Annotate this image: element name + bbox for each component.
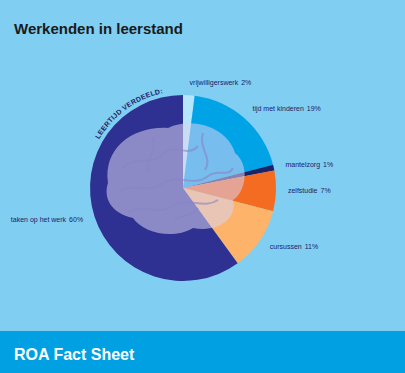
slice-label-category: vrijwilligerswerk bbox=[190, 79, 239, 87]
slice-label: taken op het werk60% bbox=[11, 216, 83, 224]
slice-label-category: taken op het werk bbox=[11, 216, 67, 224]
slice-label-value: 1% bbox=[323, 161, 333, 168]
slice-label: tijd met kinderen 19% bbox=[252, 105, 320, 113]
slice-label-value: 2% bbox=[241, 79, 251, 86]
chart-title: Werkenden in leerstand bbox=[14, 20, 183, 37]
slice-label: mantelzorg1% bbox=[285, 161, 333, 169]
brain-fold bbox=[173, 208, 198, 223]
chart-root: Werkenden in leerstand ROA Fact Sheet LEER… bbox=[0, 0, 405, 373]
brain-fold bbox=[118, 168, 233, 193]
annotation-text: LEERTIJD VERDEELD: bbox=[94, 87, 164, 140]
brain-shape bbox=[107, 123, 245, 234]
slice-label-category: tijd met kinderen bbox=[252, 105, 303, 113]
brain-fold bbox=[202, 133, 207, 170]
pie bbox=[90, 95, 276, 281]
slice-label-category: zelfstudie bbox=[288, 187, 318, 194]
brain-illustration bbox=[107, 123, 245, 234]
slice-label-category: cursussen bbox=[270, 243, 302, 250]
slice-label-value: 7% bbox=[321, 187, 331, 194]
slice-label-value: 60% bbox=[69, 216, 83, 223]
background bbox=[0, 0, 405, 373]
footer-source: ROA Fact Sheet bbox=[14, 346, 135, 363]
slice-label-value: 19% bbox=[307, 105, 321, 112]
slice-label: vrijwilligerswerk2% bbox=[190, 79, 252, 87]
brain-fold bbox=[147, 138, 154, 173]
slice-label: cursussen11% bbox=[270, 243, 318, 250]
brain-fold bbox=[123, 146, 198, 168]
brain-fold bbox=[128, 200, 218, 213]
slice-label-value: 11% bbox=[305, 243, 319, 250]
slice-label-category: mantelzorg bbox=[285, 161, 320, 169]
footer-band bbox=[0, 331, 405, 373]
slice-label: zelfstudie7% bbox=[288, 187, 331, 194]
annotation-path-text: LEERTIJD VERDEELD: bbox=[94, 87, 164, 140]
